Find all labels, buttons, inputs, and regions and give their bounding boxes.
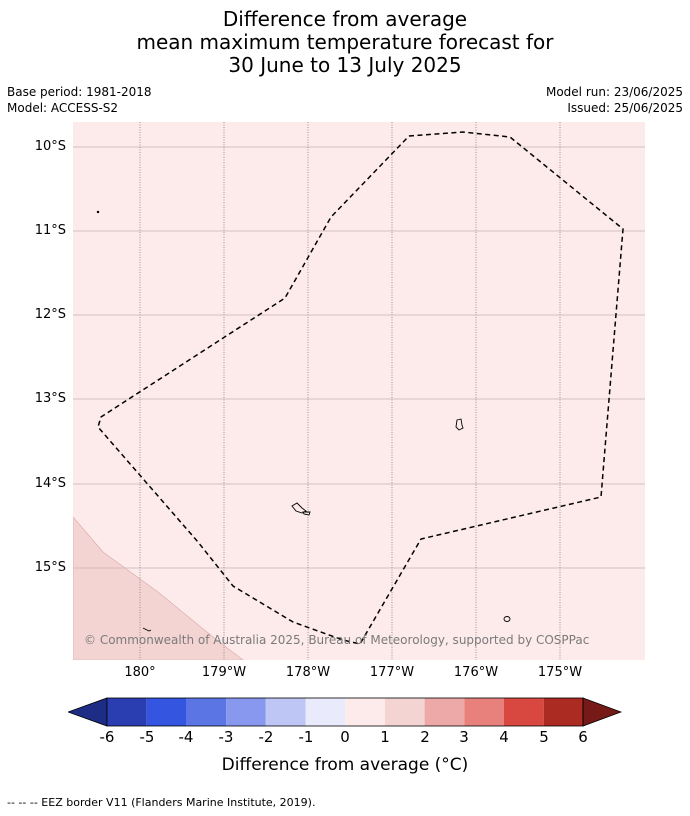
longitude-gridlines [139,122,561,660]
title-line-1: Difference from average [222,7,468,31]
colorbar-bin-9 [424,698,465,726]
cb-tick-m2: -2 [258,728,274,746]
cb-tick-m4: -4 [178,728,194,746]
island-east [455,418,464,431]
island-southwest [142,627,152,632]
eez-footnote: -- -- -- EEZ border V11 (Flanders Marine… [7,796,316,809]
colorbar-label: Difference from average (°C) [221,755,469,775]
issued-date: Issued: 25/06/2025 [567,101,683,115]
lat-label-10s: 10°S [34,139,66,154]
colorbar-extend-high [582,697,622,727]
map-area: © Commonwealth of Australia 2025, Bureau… [73,122,645,660]
cb-tick-6: 6 [578,728,588,746]
lon-label-177w: 177°W [369,665,415,680]
colorbar-bin-1 [107,698,147,726]
island-vanua-levu [291,502,307,514]
latitude-gridlines [73,146,645,569]
colorbar-bin-6 [305,698,346,726]
cb-tick-m5: -5 [139,728,155,746]
copyright-notice: © Commonwealth of Australia 2025, Bureau… [84,633,590,647]
cb-tick-1: 1 [380,728,390,746]
lon-label-178w: 178°W [285,665,331,680]
colorbar-bin-11 [504,698,544,726]
title-line-3: 30 June to 13 July 2025 [228,53,462,77]
model-run: Model run: 23/06/2025 [545,85,683,99]
cb-tick-3: 3 [459,728,469,746]
colorbar [68,697,622,727]
cb-tick-m1: -1 [298,728,314,746]
cb-tick-0: 0 [340,728,350,746]
warm-anomaly-zone [73,516,244,660]
islands [96,210,511,632]
colorbar-bin-3 [186,698,227,726]
lon-label-176w: 176°W [453,665,499,680]
lat-label-15s: 15°S [34,560,66,575]
cb-tick-m3: -3 [218,728,234,746]
map-svg [73,122,645,660]
cb-tick-2: 2 [420,728,430,746]
meta-left: Base period: 1981-2018 Model: ACCESS-S2 [7,84,152,116]
lat-label-12s: 12°S [34,307,66,322]
island-dot [96,210,100,214]
colorbar-bin-10 [464,698,504,726]
cb-tick-4: 4 [499,728,509,746]
cb-tick-m6: -6 [99,728,115,746]
island-south [503,616,511,622]
base-period: Base period: 1981-2018 [7,85,152,99]
colorbar-bin-12 [543,698,583,726]
lon-label-179w: 179°W [201,665,247,680]
lon-label-180: 180° [124,665,156,680]
colorbar-outline [106,697,584,727]
colorbar-bin-7 [345,698,385,726]
model-name: Model: ACCESS-S2 [7,101,119,115]
lat-label-13s: 13°S [34,391,66,406]
title-line-2: mean maximum temperature forecast for [136,30,554,54]
colorbar-bin-5 [265,698,306,726]
colorbar-extend-low [68,697,108,727]
colorbar-bin-4 [226,698,266,726]
island-small-fiji [302,511,311,516]
lat-label-14s: 14°S [34,476,66,491]
colorbar-bin-8 [384,698,425,726]
chart-title: Difference from average mean maximum tem… [0,8,690,77]
meta-right: Model run: 23/06/2025 Issued: 25/06/2025 [546,84,683,116]
cb-tick-5: 5 [539,728,549,746]
lat-label-11s: 11°S [34,223,66,238]
lon-label-175w: 175°W [537,665,583,680]
colorbar-bin-2 [146,698,187,726]
eez-border [97,131,624,645]
